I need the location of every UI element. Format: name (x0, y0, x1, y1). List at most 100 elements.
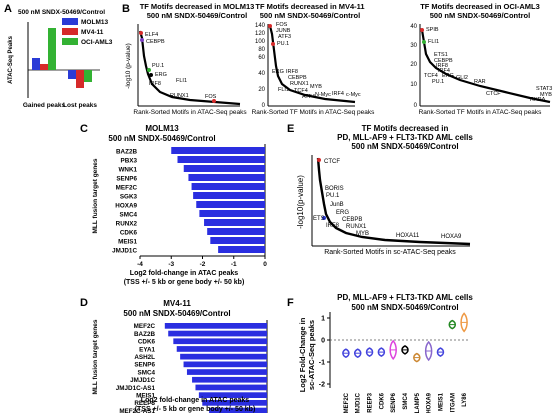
e-label-junb: JunB (330, 202, 344, 208)
legend-label-ociaml3: OCI-AML3 (81, 39, 113, 46)
b3-ytick-30: 30 (410, 43, 417, 49)
b3-label-ets1: ETS1 (434, 52, 448, 58)
panel-c-xtick-3: -1 (231, 261, 237, 268)
panel-d-category-8: JMJD1C-AS1 (116, 385, 156, 392)
e-label-myb: MYB (356, 231, 369, 237)
panel-f-violin-smc4 (401, 345, 409, 355)
b3-label-gli2: GLI2 (456, 75, 468, 81)
b2-label-erg: ERG (272, 69, 284, 75)
panel-c-bar-chart: BAZ2B PBX3 WNK1 SENP6 MEF2C SGK3 HOXA9 SMC4 RUNX… (112, 144, 267, 268)
panel-c-bar-10 (210, 237, 265, 244)
b3-point-spib (420, 28, 424, 32)
b2-label-irf4: IRF4 (332, 91, 344, 97)
panel-f: F PD, MLL-AF9 + FLT3-TKD AML cells 500 n… (287, 293, 473, 413)
panel-f-category-hoxa9: HOXA9 (427, 392, 433, 413)
b1-point-erg (149, 73, 153, 77)
panel-e-subtitle2: 500 nM SNDX-50469/Control (351, 142, 458, 151)
e-point-ctcf (317, 158, 321, 162)
panel-b2-subtitle: 500 nM SNDX-50469/Control (260, 11, 360, 20)
panel-d-category-2: CDK6 (138, 339, 156, 346)
b1-label-pu1: PU.1 (152, 63, 164, 69)
panel-label-b: B (122, 3, 130, 15)
b3-ytick-0: 0 (414, 103, 418, 109)
panel-c-category-6: HOXA9 (115, 203, 137, 210)
panel-f-ytick-3: -2 (319, 382, 325, 389)
panel-a-bar-mv411-0 (40, 64, 48, 70)
b1-point-fos (212, 99, 216, 103)
b2-ytick-40: 40 (258, 71, 265, 77)
panel-f-ylabel: Log2 Fold-Change in (298, 317, 307, 392)
panel-c: C MOLM13 500 nM SNDX-50469/Control MLL f… (80, 123, 267, 286)
panel-c-bar-6 (196, 201, 265, 208)
b3-label-cebpb: CEBPB (434, 58, 453, 64)
panel-f-ytick-1: 0 (321, 338, 325, 345)
panel-c-xtick-2: -2 (200, 261, 206, 268)
b1-label-fos: FOS (205, 94, 217, 100)
b3-label-myb: MYB (540, 92, 552, 98)
panel-d-bar-5 (183, 361, 267, 368)
panel-f-category-lamp5: LAMP5 (415, 392, 421, 413)
b2-label-myb: MYB (310, 84, 322, 90)
panel-a-bar-ociaml3-0 (48, 28, 56, 70)
b1-point-pu1 (147, 68, 151, 72)
panel-d-category-9: MEIS1 (136, 393, 155, 400)
panel-e-title: TF Motifs decreased in (362, 124, 449, 133)
panel-c-bar-11 (218, 246, 265, 253)
panel-c-category-5: SGK3 (120, 194, 138, 201)
panel-b2-title: TF Motifs decreased in MV4-11 (255, 2, 364, 11)
b2-label-junb: JUNB (276, 28, 291, 34)
panel-label-c: C (80, 123, 88, 135)
panel-d-bar-6 (186, 369, 267, 375)
panel-label-a: A (4, 3, 12, 15)
panel-b3-ociaml3: TF Motifs decreased in OCI-AML3 500 nM S… (410, 2, 552, 116)
panel-b: B TF Motifs decreased in MOLM13 500 nM S… (122, 2, 552, 116)
panel-b1-motif-curve (138, 30, 241, 106)
b2-point-pu1 (271, 42, 275, 46)
panel-d-xlabel2: (TSS +/- 5 kb or gene body +/- 50 kb) (135, 406, 256, 413)
legend-label-molm13: MOLM13 (81, 19, 108, 26)
panel-b3-title: TF Motifs decreased in OCI-AML3 (420, 2, 540, 11)
legend-swatch-molm13 (62, 18, 78, 25)
panel-f-violin-jmjd1c (353, 348, 362, 359)
b3-label-rar: RAR (474, 79, 486, 85)
b2-label-irf8: IRF8 (286, 69, 298, 75)
panel-d-bar-4 (180, 353, 267, 360)
e-label-hoxa9: HOXA9 (441, 234, 462, 240)
b3-label-spib: SPIB (426, 27, 439, 33)
panel-b2-xlabel: Rank-Sorted TF Motifs in ATAC-Seq peaks (252, 109, 376, 116)
panel-b3-motif-curve (420, 29, 551, 104)
panel-f-category-meis1: MEIS1 (438, 392, 444, 411)
panel-b1-title: TF Motifs decreased in MOLM13 (140, 2, 255, 11)
panel-f-category-cdk6: CDK6 (379, 392, 385, 409)
b3-label-pu1: PU.1 (432, 79, 444, 85)
panel-d-bar-11 (209, 407, 267, 413)
b2-label-pu1: PU.1 (277, 41, 289, 47)
b1-label-elf4: ELF4 (145, 32, 158, 38)
panel-label-f: F (287, 297, 294, 309)
b2-label-atf3: ATF3 (278, 34, 291, 40)
panel-c-xlabel2: (TSS +/- 5 kb or gene body +/- 50 kb) (124, 279, 245, 286)
panel-f-category-reep3: REEP3 (368, 392, 374, 412)
e-label-pu1: PU.1 (326, 193, 340, 199)
panel-c-xtick-4: 0 (263, 261, 267, 268)
b2-point-fos (268, 24, 272, 28)
b2-ytick-60: 60 (258, 55, 265, 61)
panel-c-bar-9 (207, 228, 265, 235)
legend-label-mv411: MV4-11 (81, 29, 104, 36)
panel-d-category-4: ASH2L (134, 354, 155, 361)
panel-c-category-0: BAZ2B (116, 149, 137, 156)
panel-a: A 500 nM SNDX-50469/Control ATAC-Seq Pea… (4, 3, 113, 109)
panel-f-violin-ly86 (460, 312, 468, 333)
panel-a-bar-ociaml3-1 (84, 70, 92, 82)
panel-d-bar-0 (164, 323, 267, 329)
b1-point-cebpb (140, 38, 144, 42)
e-point-ets (322, 216, 326, 220)
b2-ytick-120: 120 (255, 31, 266, 37)
panel-f-ylabel2: sc-ATAC-Seq peaks (307, 320, 316, 390)
panel-b3-xlabel: Rank-Sorted TF Motifs in ATAC-Seq peaks (419, 109, 543, 116)
panel-f-violin-itgam (448, 319, 457, 330)
panel-d-bar-1 (168, 330, 267, 337)
panel-d-bar-9 (198, 392, 267, 398)
panel-c-subtitle: 500 nM SNDX-50469/Control (108, 134, 215, 143)
